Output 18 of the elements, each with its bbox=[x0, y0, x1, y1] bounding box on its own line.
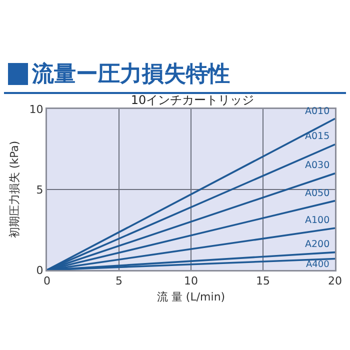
y-tick-label: 5 bbox=[36, 183, 44, 196]
series-label: A400 bbox=[306, 260, 330, 270]
series-label: A015 bbox=[305, 131, 330, 142]
series-label: A030 bbox=[305, 160, 330, 171]
x-tick-label: 10 bbox=[184, 274, 198, 288]
y-axis-title: 初期圧力損失 (kPa) bbox=[8, 140, 22, 238]
series-label: A100 bbox=[305, 215, 330, 226]
x-tick-label: 5 bbox=[116, 274, 122, 288]
chart-title: 流量ー圧力損失特性 bbox=[32, 60, 230, 89]
y-tick-label: 0 bbox=[36, 264, 44, 277]
x-axis-title: 流 量 (L/min) bbox=[156, 290, 226, 304]
series-label: A050 bbox=[305, 188, 330, 199]
series-label: A010 bbox=[305, 106, 330, 117]
x-tick-label: 15 bbox=[256, 274, 270, 288]
series-label: A200 bbox=[305, 239, 330, 250]
chart-subtitle: 10インチカートリッジ bbox=[130, 93, 254, 108]
x-tick-label: 20 bbox=[328, 274, 342, 288]
y-tick-label: 10 bbox=[29, 102, 44, 116]
